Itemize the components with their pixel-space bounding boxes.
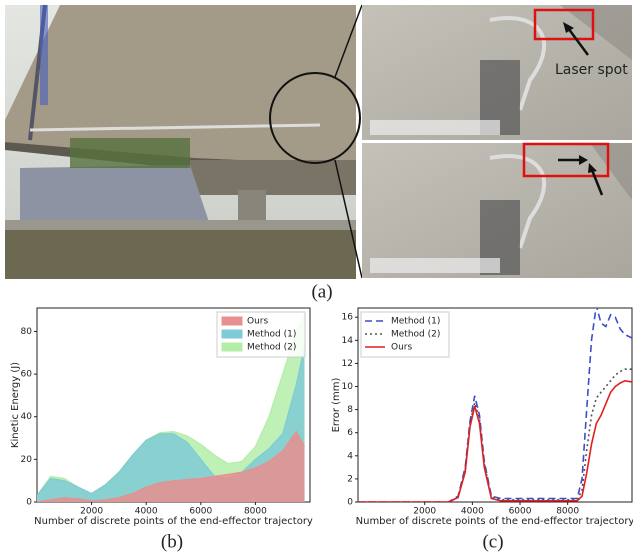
legend-swatch bbox=[222, 343, 242, 351]
x-axis-label: Number of discrete points of the end-eff… bbox=[34, 516, 313, 527]
legend-label: Method (1) bbox=[247, 330, 296, 340]
y-tick-label: 0 bbox=[26, 498, 32, 508]
legend-swatch bbox=[222, 317, 242, 325]
annotation: Laser spot bbox=[555, 62, 628, 78]
y-tick-label: 8 bbox=[347, 405, 353, 415]
legend-label: Method (2) bbox=[391, 330, 440, 340]
y-tick-label: 20 bbox=[21, 455, 33, 465]
figure: Laser spot (a) (b) (c) 2000 4000 6000 8000 0… bbox=[0, 0, 633, 554]
x-tick-label: 2000 bbox=[413, 507, 436, 517]
x-axis-label: Number of discrete points of the end-eff… bbox=[356, 516, 633, 527]
legend-swatch bbox=[222, 330, 242, 338]
legend-label: Method (1) bbox=[391, 317, 440, 327]
x-tick-label: 8000 bbox=[556, 507, 579, 517]
legend-label: Method (2) bbox=[247, 343, 296, 353]
panel-label: (b) bbox=[161, 531, 183, 552]
line bbox=[358, 369, 632, 502]
y-tick-label: 10 bbox=[342, 382, 354, 392]
y-axis-label: Error (mm) bbox=[331, 377, 342, 432]
x-tick-label: 6000 bbox=[509, 507, 532, 517]
photo-bridge bbox=[5, 5, 362, 279]
line bbox=[358, 381, 632, 502]
x-tick-label: 8000 bbox=[244, 507, 267, 517]
x-tick-label: 2000 bbox=[80, 507, 103, 517]
legend-label: Ours bbox=[391, 343, 412, 353]
y-tick-label: 6 bbox=[347, 428, 353, 438]
y-tick-label: 2 bbox=[347, 474, 353, 484]
panel-label: (c) bbox=[482, 531, 503, 552]
y-tick-label: 16 bbox=[342, 313, 354, 323]
y-tick-label: 60 bbox=[21, 370, 33, 380]
y-tick-label: 12 bbox=[342, 359, 353, 369]
x-tick-label: 4000 bbox=[461, 507, 484, 517]
y-tick-label: 40 bbox=[21, 412, 33, 422]
panel-label: (a) bbox=[311, 281, 332, 302]
x-tick-label: 6000 bbox=[189, 507, 212, 517]
y-tick-label: 80 bbox=[21, 327, 33, 337]
y-tick-label: 0 bbox=[347, 498, 353, 508]
photo-laser-bottom bbox=[362, 143, 632, 278]
x-tick-label: 4000 bbox=[135, 507, 158, 517]
legend-label: Ours bbox=[247, 317, 268, 327]
y-tick-label: 14 bbox=[342, 336, 354, 346]
y-tick-label: 4 bbox=[347, 451, 353, 461]
y-axis-label: Kinetic Energy (J) bbox=[10, 362, 21, 448]
